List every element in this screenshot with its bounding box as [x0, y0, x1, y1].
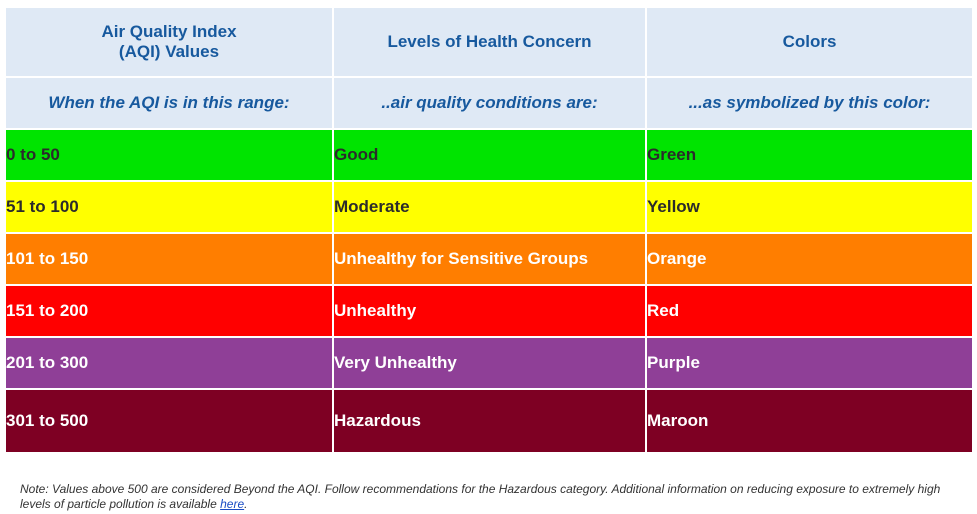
color-name-cell: Green [645, 128, 974, 182]
table-row: 201 to 300 Very Unhealthy Purple [4, 336, 974, 390]
footnote: Note: Values above 500 are considered Be… [20, 482, 941, 511]
aqi-range-cell: 151 to 200 [4, 284, 334, 338]
subheader-color: ...as symbolized by this color: [645, 76, 974, 130]
color-name-cell: Maroon [645, 388, 974, 454]
header-aqi-values: Air Quality Index (AQI) Values [4, 6, 334, 78]
aqi-rows: 0 to 50 Good Green 51 to 100 Moderate Yellow 1… [4, 128, 974, 454]
table-row: 301 to 500 Hazardous Maroon [4, 388, 974, 454]
color-name-cell: Purple [645, 336, 974, 390]
health-level-cell: Unhealthy [332, 284, 647, 338]
health-level-cell: Moderate [332, 180, 647, 234]
subheader-range: When the AQI is in this range: [4, 76, 334, 130]
aqi-range-cell: 201 to 300 [4, 336, 334, 390]
color-name-cell: Red [645, 284, 974, 338]
aqi-range-cell: 101 to 150 [4, 232, 334, 286]
health-level-cell: Good [332, 128, 647, 182]
footnote-link[interactable]: here [220, 497, 245, 511]
aqi-range-cell: 0 to 50 [4, 128, 334, 182]
health-level-cell: Hazardous [332, 388, 647, 454]
color-name-cell: Orange [645, 232, 974, 286]
header-colors: Colors [645, 6, 974, 78]
color-name-cell: Yellow [645, 180, 974, 234]
health-level-cell: Very Unhealthy [332, 336, 647, 390]
footnote-text: Note: Values above 500 are considered Be… [20, 482, 941, 511]
health-level-cell: Unhealthy for Sensitive Groups [332, 232, 647, 286]
table-row: 101 to 150 Unhealthy for Sensitive Groups… [4, 232, 974, 286]
aqi-range-cell: 301 to 500 [4, 388, 334, 454]
subheader-row: When the AQI is in this range: ..air qua… [4, 76, 974, 130]
table-row: 51 to 100 Moderate Yellow [4, 180, 974, 234]
table-row: 0 to 50 Good Green [4, 128, 974, 182]
header-row: Air Quality Index (AQI) Values Levels of… [4, 6, 974, 78]
aqi-table: Air Quality Index (AQI) Values Levels of… [4, 6, 974, 454]
table-row: 151 to 200 Unhealthy Red [4, 284, 974, 338]
subheader-conditions: ..air quality conditions are: [332, 76, 647, 130]
header-health-concern: Levels of Health Concern [332, 6, 647, 78]
aqi-range-cell: 51 to 100 [4, 180, 334, 234]
